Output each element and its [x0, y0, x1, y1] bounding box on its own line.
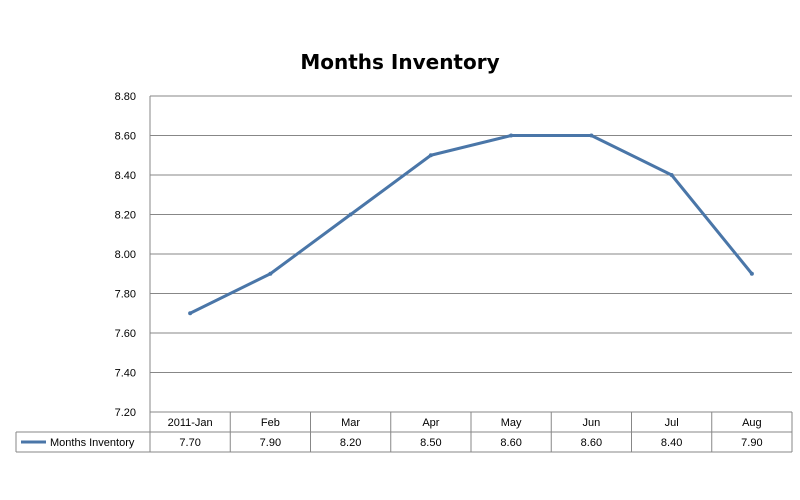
data-value-cell: 8.50 — [420, 437, 441, 449]
data-point — [589, 133, 594, 138]
category-label: Jun — [583, 417, 601, 429]
category-label: Aug — [742, 417, 762, 429]
series-line — [189, 134, 754, 315]
y-tick-label: 8.80 — [115, 91, 136, 103]
data-point — [749, 271, 754, 276]
y-tick-label: 7.20 — [115, 407, 136, 419]
data-point — [428, 153, 433, 158]
series-name: Months Inventory — [50, 437, 135, 449]
data-value-cell: 7.90 — [260, 437, 281, 449]
y-tick-label: 7.80 — [115, 289, 136, 301]
data-point — [188, 311, 193, 316]
category-label: 2011-Jan — [168, 417, 213, 429]
category-label: Apr — [422, 417, 439, 429]
category-label: May — [501, 417, 522, 429]
category-label: Feb — [261, 417, 280, 429]
data-point — [509, 133, 514, 138]
chart-title: Months Inventory — [300, 50, 500, 74]
y-tick-label: 8.00 — [115, 249, 136, 261]
category-label: Jul — [665, 417, 679, 429]
data-value-cell: 8.20 — [340, 437, 361, 449]
y-tick-label: 8.40 — [115, 170, 136, 182]
y-tick-label: 8.20 — [115, 210, 136, 222]
data-point — [348, 212, 353, 217]
data-value-cell: 7.90 — [741, 437, 762, 449]
data-value-cell: 8.60 — [581, 437, 602, 449]
y-tick-label: 8.60 — [115, 131, 136, 143]
data-point — [669, 173, 674, 177]
data-value-cell: 7.70 — [179, 437, 200, 449]
data-value-cell: 8.60 — [500, 437, 521, 449]
data-value-cell: 8.40 — [661, 437, 682, 449]
category-label: Mar — [341, 417, 360, 429]
y-tick-label: 7.60 — [115, 328, 136, 340]
y-tick-label: 7.40 — [115, 368, 136, 380]
data-point — [268, 271, 273, 276]
